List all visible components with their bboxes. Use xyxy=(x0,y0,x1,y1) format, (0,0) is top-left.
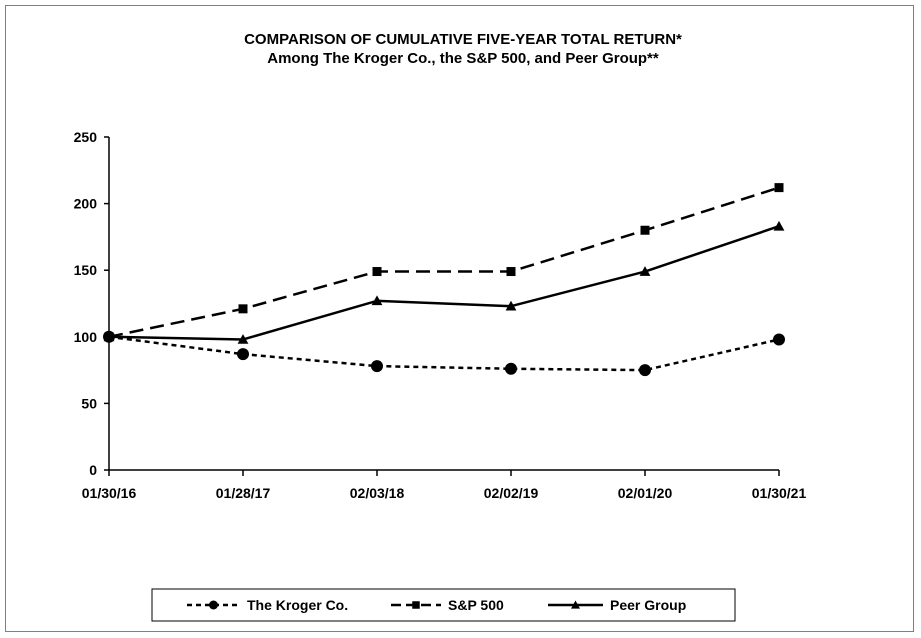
x-tick-label: 01/30/16 xyxy=(82,485,137,501)
legend-marker xyxy=(571,600,580,609)
chart-frame xyxy=(5,5,914,632)
chart-subtitle: Among The Kroger Co., the S&P 500, and P… xyxy=(267,50,659,67)
data-point xyxy=(773,220,785,231)
series-line xyxy=(108,186,780,339)
x-tick-label: 02/02/19 xyxy=(484,485,539,501)
data-point xyxy=(372,267,382,277)
legend-label: Peer Group xyxy=(610,597,686,613)
series-line xyxy=(108,335,780,372)
data-point xyxy=(237,348,249,361)
y-tick-label: 150 xyxy=(74,262,98,278)
legend-item-2: Peer Group xyxy=(548,597,686,613)
legend-marker xyxy=(412,601,420,609)
series-1 xyxy=(104,183,784,342)
legend: The Kroger Co. S&P 500 Peer Group xyxy=(151,588,736,622)
legend-item-1: S&P 500 xyxy=(391,597,504,613)
data-point xyxy=(237,334,249,344)
legend-label: The Kroger Co. xyxy=(247,597,348,613)
series-line xyxy=(108,225,780,341)
data-point xyxy=(505,362,517,375)
y-tick-label: 250 xyxy=(74,129,98,145)
chart-title: COMPARISON OF CUMULATIVE FIVE-YEAR TOTAL… xyxy=(244,31,682,48)
x-tick-label: 02/01/20 xyxy=(618,485,673,501)
axes xyxy=(108,137,779,471)
legend-item-0: The Kroger Co. xyxy=(187,597,348,613)
data-point xyxy=(371,295,383,306)
x-tick-label: 01/28/17 xyxy=(216,485,271,501)
data-point xyxy=(505,300,517,311)
data-point xyxy=(774,183,784,193)
data-point xyxy=(640,225,650,235)
data-point xyxy=(103,331,115,342)
legend-label: S&P 500 xyxy=(448,597,504,613)
data-point xyxy=(639,266,651,276)
x-tick-label: 02/03/18 xyxy=(350,485,405,501)
data-point xyxy=(639,364,651,377)
data-point xyxy=(238,304,248,314)
y-tick-label: 100 xyxy=(74,329,98,345)
x-tick-label: 01/30/21 xyxy=(752,485,807,501)
x-axis-ticks: 01/30/16 01/28/17 02/03/18 02/02/19 02/01/20… xyxy=(82,470,807,501)
legend-box xyxy=(151,588,736,622)
series-2 xyxy=(103,220,785,344)
series-layer xyxy=(103,183,785,377)
data-point xyxy=(773,333,785,346)
y-tick-label: 200 xyxy=(74,196,98,212)
y-tick-label: 50 xyxy=(81,395,97,411)
data-point xyxy=(506,267,516,277)
legend-marker xyxy=(209,600,218,610)
y-tick-label: 0 xyxy=(89,462,97,478)
y-axis-ticks: 0 50 100 150 200 250 xyxy=(74,129,109,478)
data-point xyxy=(371,360,383,373)
